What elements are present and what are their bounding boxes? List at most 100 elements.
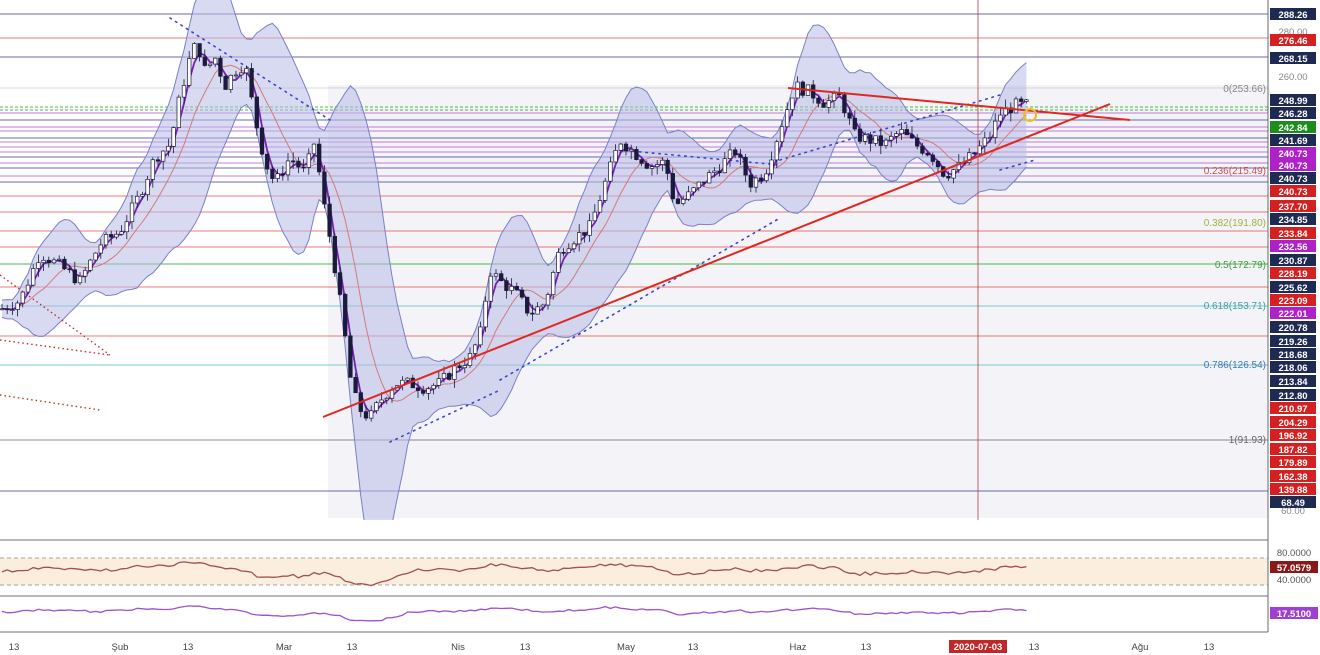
candle — [36, 262, 41, 269]
fibonacci-label: 0.236(215.49) — [1204, 166, 1266, 177]
candle — [904, 129, 909, 136]
oscillator-pane[interactable] — [0, 595, 1268, 622]
price-tag — [1270, 213, 1316, 225]
x-axis-label: May — [617, 642, 635, 653]
candle — [1013, 98, 1019, 114]
candle — [57, 258, 62, 261]
price-tag — [1270, 200, 1316, 212]
y-axis-label: 240.73 — [1278, 149, 1307, 160]
candle — [410, 377, 415, 389]
candle — [270, 168, 275, 179]
price-tag — [1270, 443, 1316, 455]
candle — [31, 268, 36, 286]
candle — [722, 158, 727, 174]
candle — [150, 159, 155, 180]
price-tag — [1270, 375, 1316, 387]
bollinger-band — [1, 0, 1027, 520]
main-pane[interactable]: 0(253.66) 0.236(215.49) 0.382(191.80) 0.5(1… — [0, 0, 1268, 567]
x-axis-label: 13 — [1029, 642, 1040, 653]
candle — [707, 172, 712, 184]
y-axis-label: 260.00 — [1278, 72, 1307, 83]
candle — [545, 294, 551, 306]
candle — [681, 198, 686, 204]
x-axis-label: 13 — [183, 642, 194, 653]
candle — [103, 234, 109, 246]
candle — [493, 273, 499, 277]
candle — [10, 309, 15, 311]
candle — [213, 57, 218, 65]
candle — [774, 141, 779, 161]
y-axis-label: 223.09 — [1278, 296, 1307, 307]
price-tag — [1270, 134, 1316, 146]
ascending-trendline — [322, 103, 1111, 418]
candle — [67, 268, 72, 271]
dotted-indicator-segment — [499, 217, 781, 381]
candle — [239, 72, 244, 76]
x-axis-label: Ağu — [1132, 642, 1149, 653]
candle — [535, 306, 540, 315]
dotted-indicator-segment — [779, 94, 1001, 161]
candle — [857, 128, 863, 142]
candle — [181, 85, 187, 98]
dotted-red-line — [0, 274, 111, 356]
candle — [556, 252, 561, 273]
dotted-red-line — [0, 394, 101, 411]
rsi-axis-label: 40.0000 — [1277, 575, 1311, 586]
candle — [478, 326, 483, 346]
y-axis-label: 213.84 — [1278, 377, 1308, 388]
candle — [956, 161, 961, 171]
candle — [285, 160, 291, 176]
candle — [171, 127, 176, 147]
price-tag — [1270, 34, 1316, 46]
y-axis-label: 237.70 — [1278, 202, 1307, 213]
candle — [951, 169, 956, 179]
candle — [764, 173, 769, 182]
candle — [249, 68, 254, 98]
y-axis-label: 68.49 — [1281, 498, 1305, 509]
candle — [77, 275, 83, 284]
candle — [363, 411, 369, 419]
candle — [972, 152, 977, 155]
candle — [925, 152, 930, 156]
candle — [899, 129, 904, 135]
candle — [769, 159, 774, 175]
y-axis-label: 139.88 — [1278, 485, 1307, 496]
candle — [566, 248, 571, 253]
x-axis-label: 13 — [1204, 642, 1215, 653]
price-tag — [1270, 227, 1316, 239]
candle — [98, 244, 103, 254]
candle — [473, 344, 478, 354]
candle — [46, 259, 51, 264]
price-tag — [1270, 483, 1316, 495]
candle — [176, 96, 181, 128]
price-tag — [1270, 254, 1316, 266]
candle — [187, 58, 192, 86]
candle — [161, 150, 166, 162]
candle — [374, 402, 379, 412]
candle — [982, 137, 987, 147]
candle — [499, 273, 504, 282]
candle — [909, 134, 915, 139]
candle — [920, 145, 925, 154]
bollinger-fill — [2, 0, 1027, 520]
candle — [878, 135, 883, 146]
bollinger-lower — [1, 103, 1027, 520]
price-tag — [1270, 159, 1316, 171]
candle — [551, 272, 556, 295]
slow-moving-average — [1, 64, 1027, 402]
candle — [1019, 98, 1024, 102]
x-axis-label: 13 — [861, 642, 872, 653]
candle — [561, 252, 566, 254]
dotted-indicator-segment — [999, 159, 1036, 171]
x-axis-label: 13 — [347, 642, 358, 653]
oscillator-axis-label: 17.5100 — [1277, 609, 1311, 620]
rsi-pane[interactable] — [0, 539, 1268, 587]
candle — [577, 232, 582, 245]
candle — [93, 252, 98, 261]
candle — [369, 410, 374, 419]
fibonacci-label: 0.5(172.79) — [1215, 260, 1266, 271]
candle — [109, 234, 114, 238]
price-tag — [1270, 267, 1316, 279]
